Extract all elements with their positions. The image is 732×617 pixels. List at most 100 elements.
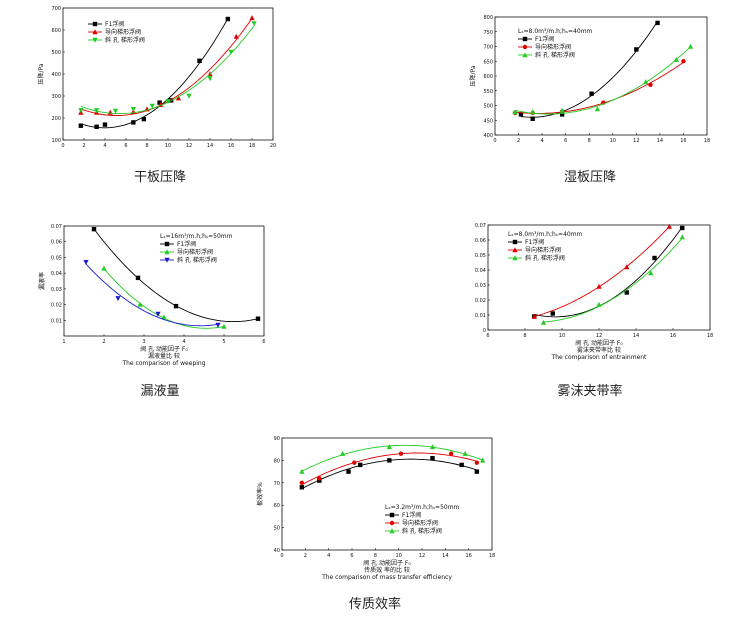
chart-wet-plate-pressure-drop: 0 2 4 6 8 10 12 14 16 18 400 450 500 550 600 650 700 750 8… [458,5,720,160]
data-point [207,76,213,82]
series-line [80,18,253,116]
legend-marker [522,44,528,50]
data-point [317,478,322,483]
x-tick-label: 6 [262,339,265,345]
data-point [299,468,305,474]
series-2 [531,223,672,319]
data-point [459,462,464,468]
series-line [543,237,683,323]
data-point [215,322,221,328]
chart-mass-transfer-svg: 0 2 4 6 8 10 12 14 16 18 40 50 60 70 80 90 板效率% 阀 孔 动能因子 … [256,436,495,581]
series-3 [540,234,685,325]
chart-weeping: 1 2 3 4 5 6 0.01 0.02 0.03 0.04 0.05 0.06 0.07 漏液率阀 孔… [30,218,292,376]
legend-label: 导向梯形浮阀 [177,248,213,256]
legend-marker [92,21,98,27]
data-point [596,283,602,289]
y-tick-label: 0.04 [475,268,486,274]
data-point [634,47,639,52]
x-tick-label: 12 [419,553,425,559]
caption-weeping: 漏液量 [140,384,180,399]
y-tick-label: 0.06 [475,238,486,244]
data-point [430,455,435,461]
x-tick-label: 10 [165,143,171,149]
y-tick-label: 800 [483,15,493,21]
data-point [550,311,555,316]
x-tick-label: 2 [517,138,520,144]
x-tick-label: 2 [102,339,105,345]
data-point [112,108,119,114]
x-axis-label: 阀 孔 动能因子 F₀ [575,339,623,347]
x-tick-label: 3 [142,339,145,345]
x-tick-label: 16 [228,143,234,149]
x-tick-label: 4 [327,553,330,559]
plot-frame [63,225,265,337]
data-point [165,99,171,105]
y-tick-label: 400 [51,72,61,78]
legend-label: 导向梯形浮阀 [535,43,571,51]
data-point [107,109,113,115]
series-line [520,21,658,118]
data-point [94,124,99,129]
series-1 [532,225,685,319]
data-point [78,108,84,114]
series-line [534,226,670,317]
x-tick-label: 8 [523,333,526,339]
y-tick-label: 200 [51,116,61,122]
y-tick-label: 650 [483,59,493,65]
legend-label: 导向梯形浮阀 [105,28,141,36]
x-tick-label: 14 [633,333,639,339]
chart-subtitle: The comparison of mass transfer efficien… [321,574,452,581]
series-line [301,452,477,486]
y-tick-label: 500 [51,50,61,56]
data-point [624,264,630,270]
data-point [317,476,322,481]
y-tick-label: 0.02 [51,303,62,309]
legend-marker [522,52,528,58]
data-point [228,49,234,55]
chart-wet-plate-svg: 0 2 4 6 8 10 12 14 16 18 400 450 500 550 600 650 700 750 8… [469,15,710,144]
data-point [687,43,694,49]
caption-dry-plate: 干板压降 [133,170,186,185]
y-tick-label: 600 [483,74,493,80]
data-point [387,458,392,463]
y-tick-label: 0.03 [475,283,486,289]
x-tick-label: 0 [280,553,283,559]
data-point [83,259,89,265]
y-tick-label: 0.01 [51,318,62,324]
data-point [299,485,305,490]
plot-frame [487,224,711,331]
data-point [448,451,454,456]
x-tick-label: 16 [680,138,686,144]
y-tick-label: 70 [274,481,280,487]
data-point [173,303,179,309]
legend-label: 导向梯形浮阀 [525,246,561,254]
series-line [85,263,219,327]
x-tick-label: 12 [596,333,602,339]
series-line [301,458,477,490]
legend-marker [164,249,170,255]
data-point [530,116,535,121]
data-point [141,116,147,122]
data-point [655,20,660,26]
x-tick-label: 14 [442,553,448,559]
data-point [131,120,136,125]
y-tick-label: 0.03 [51,287,62,293]
plot-frame [281,437,493,551]
y-tick-label: 700 [483,45,493,51]
series-3 [78,21,257,115]
data-point [130,107,136,112]
series-line [514,61,684,114]
y-tick-label: 450 [483,118,493,124]
x-tick-label: 0 [493,138,496,144]
data-point [386,444,392,450]
x-tick-label: 18 [489,553,495,559]
chart-note: Lₛ=8.0m³/m.h;hₛ=40mm [518,28,593,35]
caption-entrainment: 雾沫夹带率 [557,384,623,399]
x-tick-label: 10 [395,553,401,559]
x-tick-label: 16 [670,333,676,339]
series-2 [101,265,227,329]
